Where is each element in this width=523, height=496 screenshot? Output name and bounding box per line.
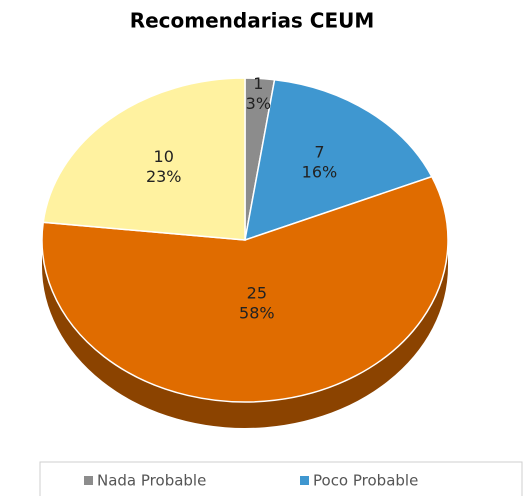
- percent-label: 58%: [239, 304, 275, 323]
- data-label: 25: [247, 284, 267, 303]
- legend-box: [39, 461, 523, 496]
- slice: [42, 77, 246, 241]
- slice: [41, 175, 449, 403]
- percent-label: 23%: [146, 167, 182, 186]
- data-label: 10: [154, 147, 174, 166]
- chart-title: Recomendarias CEUM: [130, 9, 375, 33]
- legend-swatch: [84, 476, 93, 485]
- percent-label: 16%: [302, 163, 338, 182]
- percent-label: 3%: [246, 94, 271, 113]
- legend-label: Poco Probable: [313, 472, 418, 490]
- legend-label: Nada Probable: [97, 472, 206, 490]
- legend-swatch: [300, 476, 309, 485]
- slice: [244, 78, 433, 242]
- data-label: 1: [253, 74, 263, 93]
- data-label: 7: [314, 143, 324, 162]
